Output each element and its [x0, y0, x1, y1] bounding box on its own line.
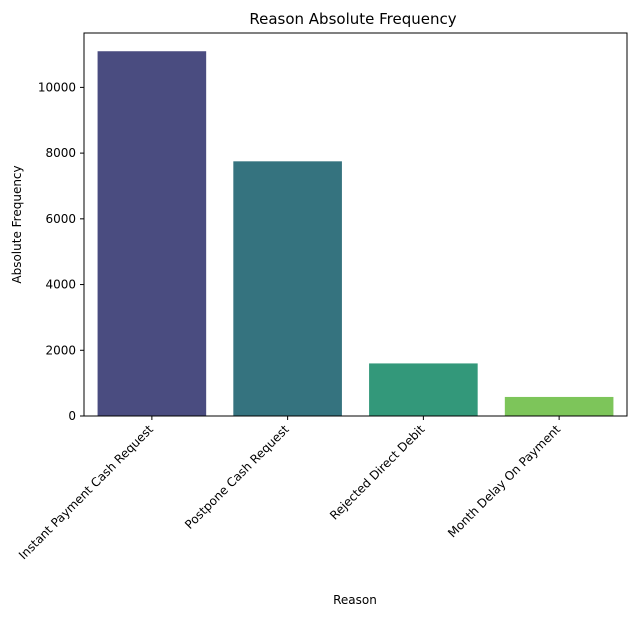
y-axis-label: Absolute Frequency: [10, 165, 24, 283]
x-tick-label: Rejected Direct Debit: [327, 422, 428, 523]
y-tick-label: 10000: [38, 80, 76, 94]
bars-layer: [97, 51, 614, 416]
bar: [369, 363, 478, 416]
bar: [233, 161, 342, 416]
x-tick-label: Postpone Cash Request: [182, 422, 292, 532]
chart-title: Reason Absolute Frequency: [249, 10, 456, 28]
x-axis-label: Reason: [333, 593, 377, 607]
y-tick-label: 6000: [45, 212, 76, 226]
y-tick-label: 8000: [45, 146, 76, 160]
x-axis: Instant Payment Cash Request Postpone Cas…: [16, 416, 563, 562]
x-tick-label: Instant Payment Cash Request: [16, 422, 156, 562]
bar: [504, 396, 614, 416]
y-tick-label: 4000: [45, 278, 76, 292]
y-tick-label: 2000: [45, 343, 76, 357]
bar: [97, 51, 207, 416]
plot-frame: [83, 32, 628, 417]
x-tick-label: Month Delay On Payment: [445, 422, 563, 540]
y-tick-label: 0: [68, 409, 76, 423]
y-axis: 0 2000 4000 6000 8000 10000: [38, 80, 84, 423]
